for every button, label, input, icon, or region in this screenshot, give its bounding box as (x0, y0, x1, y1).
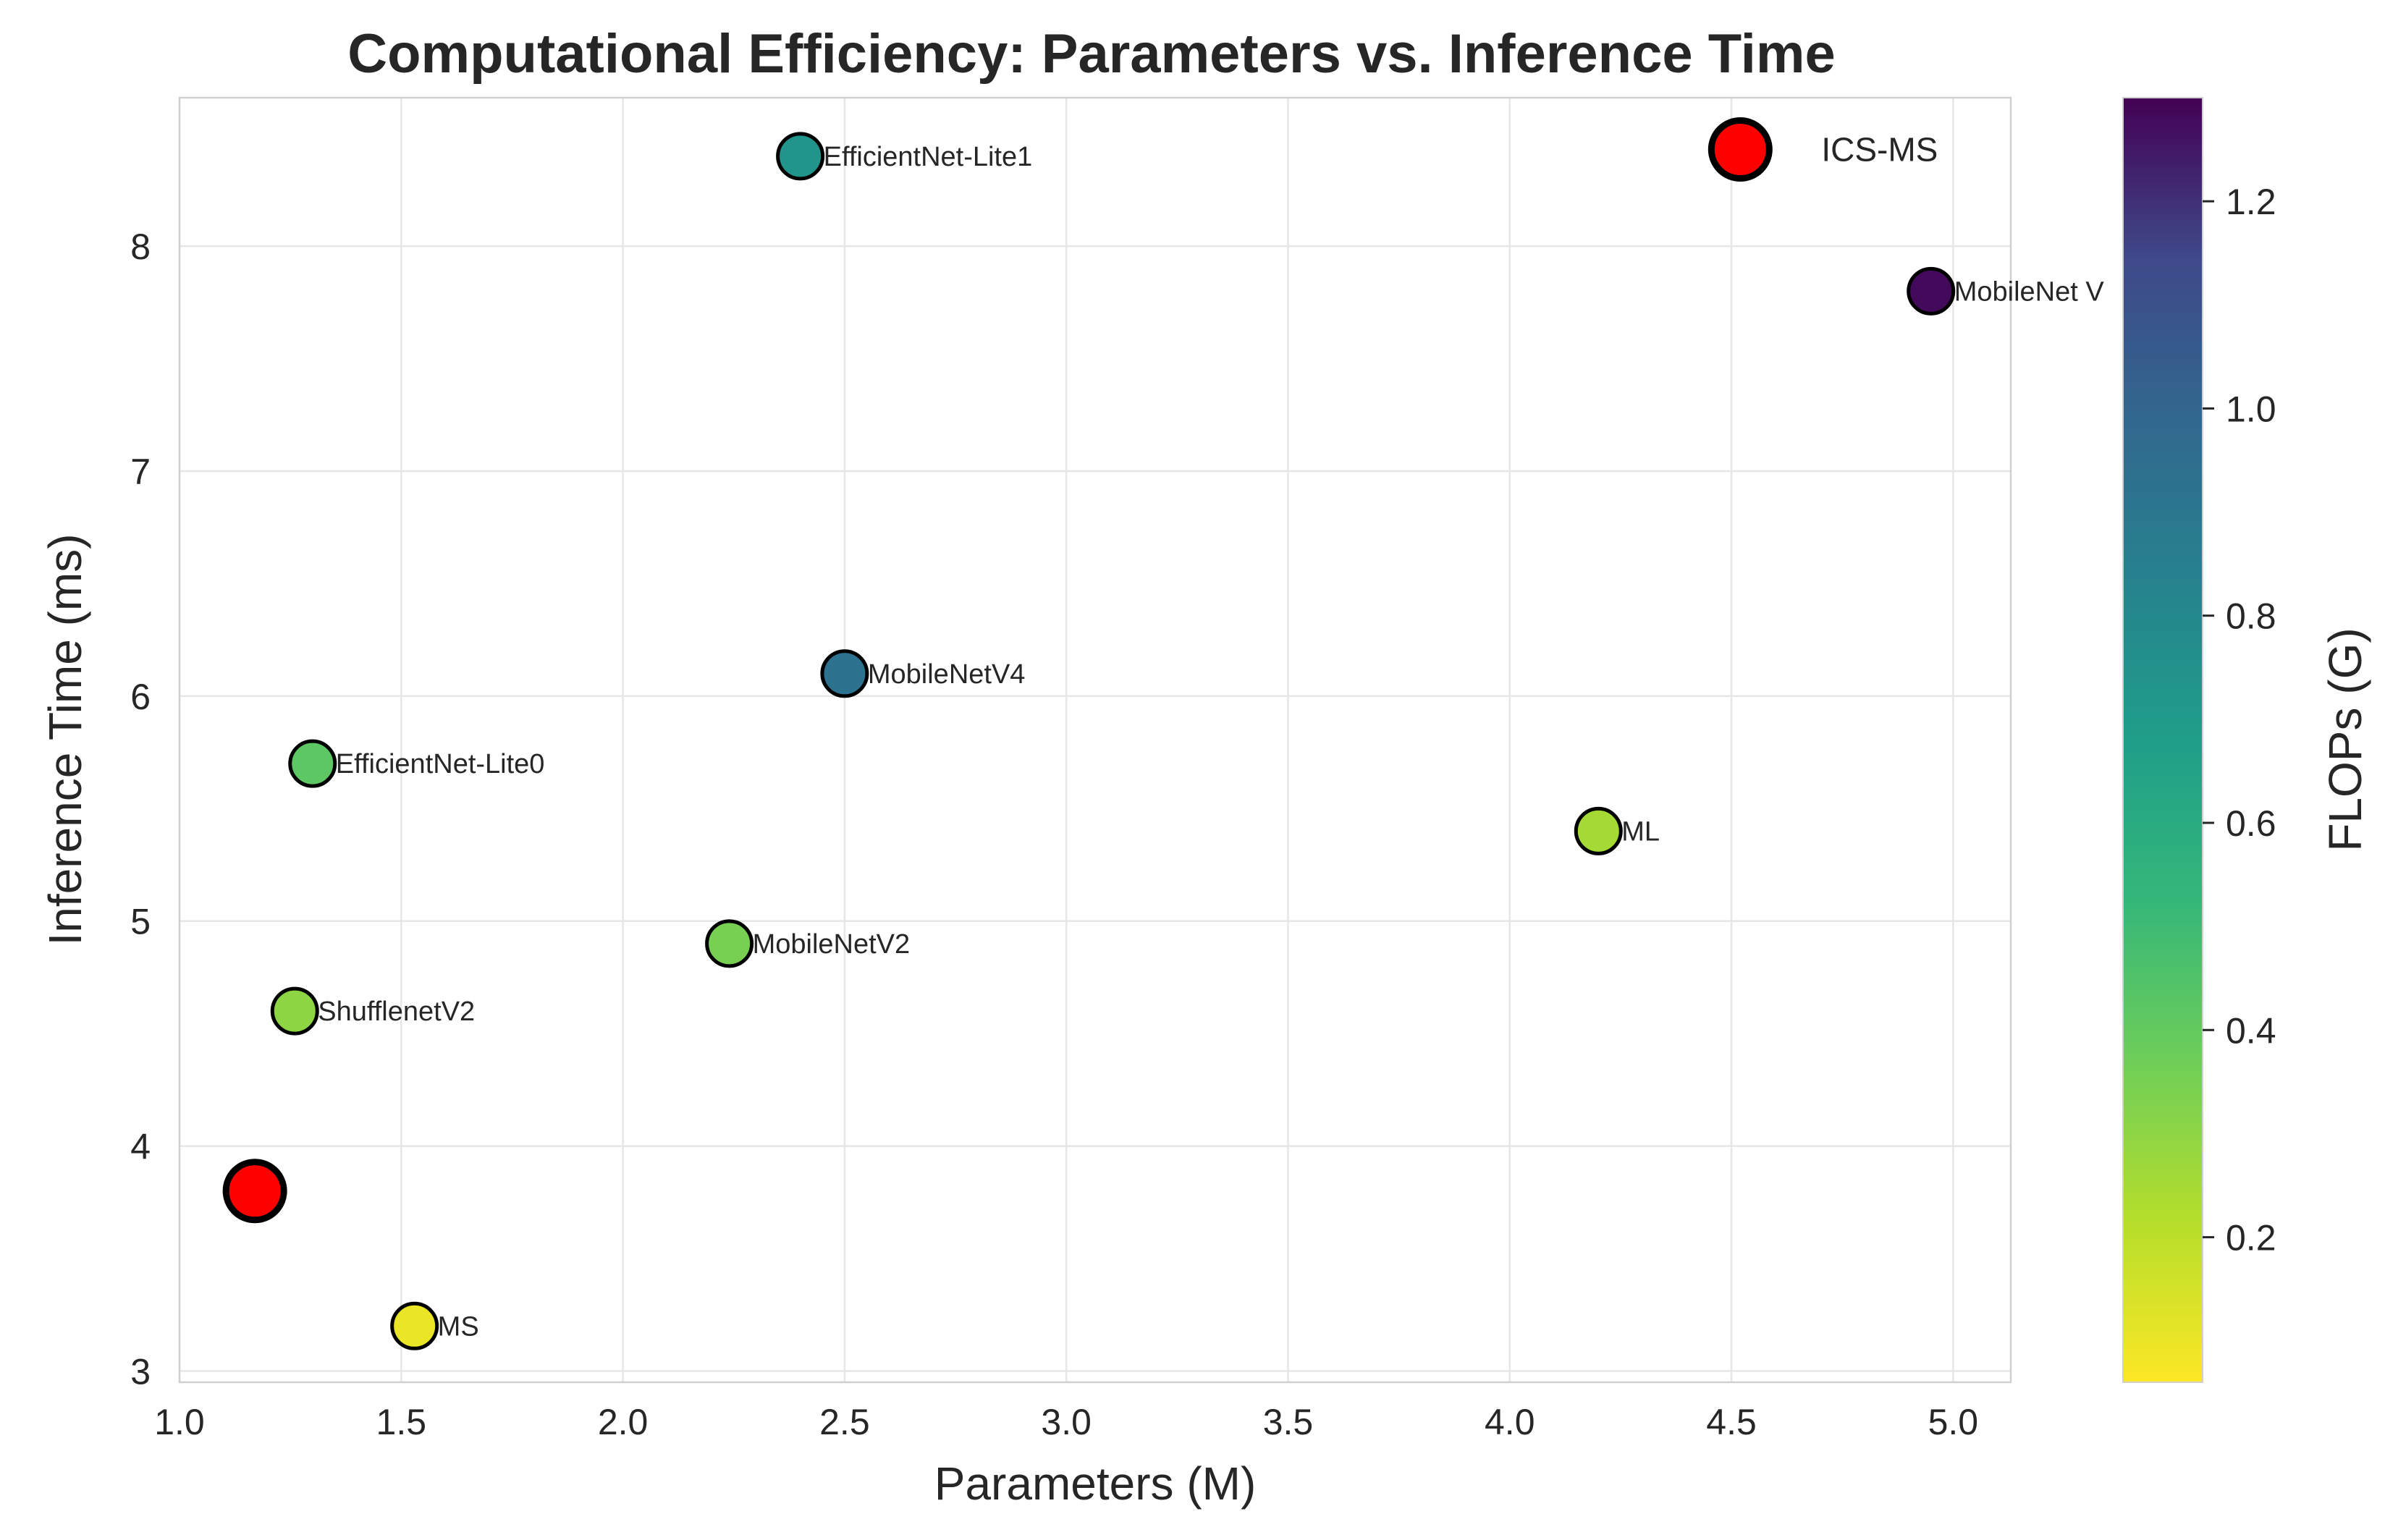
data-point (1574, 806, 1623, 855)
data-point (390, 1301, 439, 1350)
point-label: EfficientNet-Lite1 (824, 142, 1033, 172)
point-label: MobileNetV4 (868, 659, 1026, 690)
x-tick-label: 3.5 (1263, 1402, 1314, 1442)
y-tick-label: 4 (130, 1127, 151, 1167)
point-labels: EfficientNet-Lite1 MobileNet V MobileNetV4… (318, 130, 2104, 1342)
y-tick-label: 7 (130, 452, 151, 492)
colorbar-tick-label: 0.2 (2226, 1218, 2276, 1258)
data-point (705, 919, 754, 968)
x-tick-label: 4.0 (1485, 1402, 1535, 1442)
colorbar-tick-label: 0.4 (2226, 1010, 2276, 1051)
data-points (222, 117, 1956, 1350)
y-axis-ticks: 3 4 5 6 7 8 (130, 227, 151, 1392)
y-tick-label: 6 (130, 677, 151, 717)
x-axis-ticks: 1.0 1.5 2.0 2.5 3.0 3.5 4.0 4.5 5.0 (154, 1402, 1978, 1442)
grid-lines (178, 98, 2011, 1382)
point-label: MobileNetV2 (753, 929, 911, 960)
highlight-point (222, 1159, 287, 1224)
data-point (820, 649, 869, 698)
x-tick-label: 3.0 (1041, 1402, 1092, 1442)
y-tick-label: 3 (130, 1351, 151, 1392)
point-label: MS (438, 1311, 479, 1342)
colorbar-ticks: 0.2 0.4 0.6 0.8 1.0 1.2 (2203, 182, 2276, 1258)
colorbar-tick-label: 0.6 (2226, 803, 2276, 844)
x-tick-label: 5.0 (1928, 1402, 1979, 1442)
point-label: EfficientNet-Lite0 (336, 749, 545, 779)
colorbar-label: FLOPs (G) (2319, 627, 2371, 851)
x-tick-label: 2.5 (819, 1402, 870, 1442)
point-label: ML (1621, 816, 1660, 847)
y-axis-label: Inference Time (ms) (39, 533, 91, 945)
y-tick-label: 8 (130, 227, 151, 267)
point-label: ShufflenetV2 (318, 997, 475, 1027)
x-tick-label: 2.0 (598, 1402, 649, 1442)
x-tick-label: 1.0 (154, 1402, 205, 1442)
colorbar-tick-label: 1.0 (2226, 389, 2276, 429)
x-axis-label: Parameters (M) (934, 1458, 1257, 1510)
y-tick-label: 5 (130, 902, 151, 942)
data-point (288, 739, 337, 788)
data-point (1907, 266, 1956, 316)
colorbar-tick-label: 0.8 (2226, 596, 2276, 637)
plot-area-frame (178, 96, 2012, 1384)
data-point (776, 132, 825, 181)
highlight-point-label: ICS-MS (1821, 130, 1938, 168)
data-point (270, 986, 319, 1036)
chart-title: Computational Efficiency: Parameters vs.… (347, 23, 1836, 85)
colorbar-tick-label: 1.2 (2226, 182, 2276, 222)
x-tick-label: 4.5 (1706, 1402, 1757, 1442)
highlight-point (1708, 117, 1773, 182)
x-tick-label: 1.5 (376, 1402, 427, 1442)
point-label: MobileNet V (1954, 276, 2105, 307)
colorbar (2122, 97, 2203, 1383)
